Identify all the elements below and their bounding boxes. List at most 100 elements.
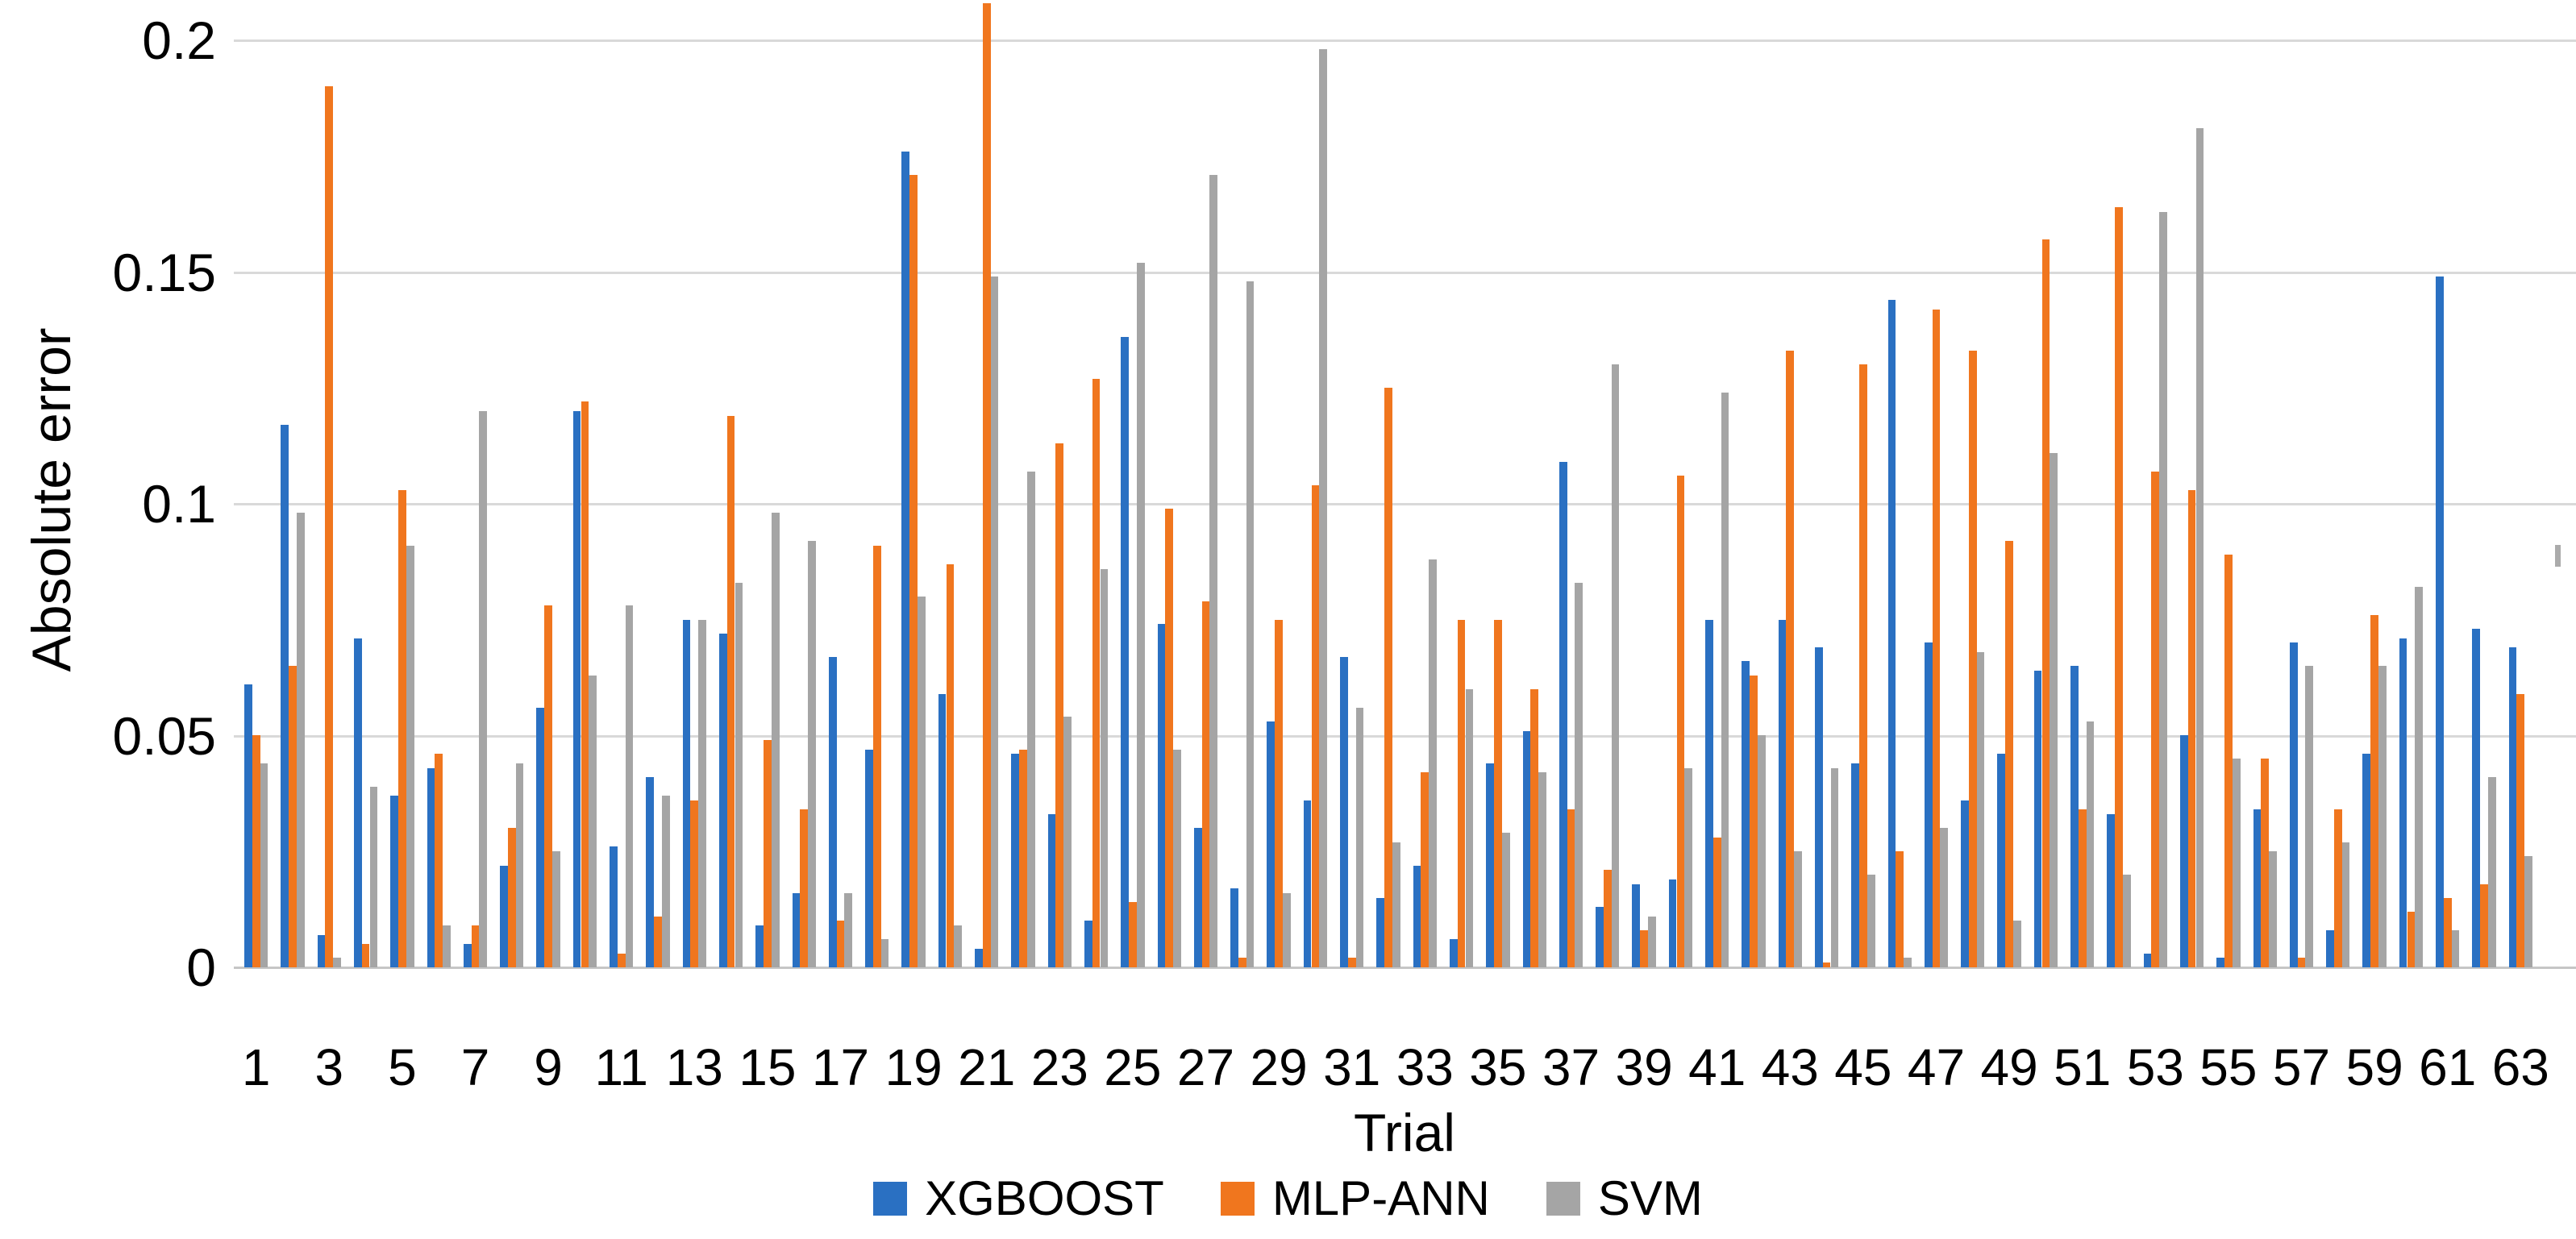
- bar-mlp-ann-trial-54: [2187, 490, 2196, 967]
- x-tick-label-1: 1: [241, 1038, 271, 1096]
- bar-xgboost-trial-42: [1742, 661, 1750, 967]
- bar-mlp-ann-trial-25: [1129, 902, 1137, 967]
- bar-mlp-ann-trial-36: [1530, 689, 1539, 967]
- bar-xgboost-trial-13: [682, 620, 691, 967]
- bar-xgboost-trial-55: [2216, 958, 2224, 967]
- bar-svm-trial-49: [2013, 921, 2021, 967]
- bar-svm-trial-52: [2122, 875, 2131, 967]
- bar-svm-trial-43: [1794, 851, 1802, 967]
- bar-xgboost-trial-2: [281, 425, 289, 967]
- bar-svm-trial-20: [954, 925, 963, 967]
- bar-svm-trial-40: [1684, 768, 1693, 967]
- x-tick-label-37: 37: [1542, 1038, 1600, 1096]
- legend-swatch-xgboost-icon: [873, 1181, 908, 1216]
- bar-mlp-ann-trial-61: [2443, 898, 2452, 967]
- x-tick-label-17: 17: [811, 1038, 870, 1096]
- x-tick-label-39: 39: [1615, 1038, 1673, 1096]
- bar-mlp-ann-trial-30: [1311, 485, 1320, 967]
- bar-svm-trial-18: [880, 939, 889, 967]
- bar-xgboost-trial-63: [2508, 647, 2517, 967]
- legend-label-xgboost: XGBOOST: [925, 1171, 1164, 1225]
- bar-xgboost-trial-18: [865, 750, 873, 967]
- bar-svm-trial-6: [443, 925, 451, 967]
- x-tick-label-15: 15: [739, 1038, 797, 1096]
- bar-xgboost-trial-47: [1924, 642, 1933, 967]
- bar-mlp-ann-trial-9: [544, 605, 552, 967]
- bar-mlp-ann-trial-50: [2041, 239, 2050, 967]
- bar-svm-trial-56: [2269, 851, 2277, 967]
- bar-svm-trial-42: [1757, 735, 1766, 967]
- bar-mlp-ann-trial-49: [2005, 541, 2013, 967]
- bar-mlp-ann-trial-38: [1603, 870, 1612, 967]
- bar-svm-trial-17: [844, 893, 853, 967]
- bar-mlp-ann-trial-5: [398, 490, 406, 967]
- bar-mlp-ann-trial-22: [1019, 750, 1027, 967]
- bar-mlp-ann-trial-28: [1238, 958, 1246, 967]
- bar-svm-trial-8: [515, 763, 524, 967]
- bar-svm-trial-33: [1429, 559, 1437, 967]
- bar-svm-trial-31: [1355, 708, 1364, 967]
- bar-mlp-ann-trial-17: [836, 921, 845, 967]
- bar-mlp-ann-trial-58: [2333, 809, 2342, 967]
- legend-item-mlp-ann: MLP-ANN: [1220, 1170, 1490, 1226]
- x-tick-label-33: 33: [1396, 1038, 1454, 1096]
- bar-xgboost-trial-46: [1887, 300, 1896, 967]
- bar-xgboost-trial-27: [1193, 828, 1202, 967]
- bar-mlp-ann-trial-63: [2516, 694, 2525, 967]
- x-tick-label-13: 13: [665, 1038, 723, 1096]
- bar-svm-trial-36: [1538, 772, 1546, 967]
- bar-xgboost-trial-38: [1596, 907, 1604, 967]
- bar-svm-trial-5: [406, 546, 414, 967]
- x-tick-label-21: 21: [958, 1038, 1016, 1096]
- bar-xgboost-trial-61: [2436, 276, 2444, 967]
- bar-mlp-ann-trial-42: [1750, 676, 1758, 967]
- bar-xgboost-trial-51: [2070, 666, 2079, 967]
- bar-mlp-ann-trial-56: [2261, 759, 2270, 967]
- x-tick-label-25: 25: [1104, 1038, 1162, 1096]
- bar-mlp-ann-trial-7: [471, 925, 480, 967]
- bar-mlp-ann-trial-8: [507, 828, 516, 967]
- x-tick-label-29: 29: [1250, 1038, 1308, 1096]
- bar-xgboost-trial-20: [938, 694, 947, 967]
- bar-xgboost-trial-49: [1997, 754, 2006, 967]
- bar-xgboost-trial-39: [1632, 884, 1641, 967]
- bar-svm-trial-16: [808, 541, 816, 967]
- bar-mlp-ann-trial-26: [1165, 509, 1174, 967]
- bar-mlp-ann-trial-32: [1384, 388, 1392, 967]
- x-tick-label-31: 31: [1323, 1038, 1381, 1096]
- bar-mlp-ann-trial-13: [690, 800, 699, 967]
- bar-svm-trial-60: [2415, 587, 2424, 967]
- bar-xgboost-trial-52: [2107, 814, 2116, 967]
- x-tick-label-27: 27: [1176, 1038, 1235, 1096]
- bar-mlp-ann-trial-37: [1567, 809, 1575, 967]
- x-tick-label-19: 19: [884, 1038, 943, 1096]
- x-tick-label-11: 11: [594, 1038, 648, 1096]
- bar-xgboost-trial-43: [1778, 620, 1787, 967]
- legend-label-mlp-ann: MLP-ANN: [1271, 1171, 1490, 1225]
- bar-mlp-ann-trial-59: [2370, 615, 2378, 967]
- bar-mlp-ann-trial-46: [1896, 851, 1904, 967]
- x-tick-label-49: 49: [1980, 1038, 2038, 1096]
- bar-svm-trial-59: [2378, 666, 2387, 967]
- bar-mlp-ann-trial-47: [1932, 310, 1941, 967]
- gridline: [234, 271, 2576, 274]
- bar-xgboost-trial-26: [1157, 624, 1166, 967]
- bar-svm-trial-46: [1904, 958, 1912, 967]
- bar-mlp-ann-trial-29: [1275, 620, 1283, 967]
- x-axis-line: [234, 967, 2576, 969]
- y-tick-label: 0: [186, 938, 216, 997]
- bar-mlp-ann-trial-27: [1201, 601, 1210, 967]
- bar-xgboost-trial-1: [244, 684, 252, 967]
- bar-xgboost-trial-14: [718, 634, 727, 967]
- x-tick-label-41: 41: [1688, 1038, 1746, 1096]
- x-tick-label-7: 7: [460, 1038, 490, 1096]
- bar-mlp-ann-trial-45: [1859, 364, 1867, 967]
- legend-label-svm: SVM: [1597, 1171, 1703, 1225]
- x-axis-title: Trial: [1354, 1103, 1455, 1162]
- x-tick-label-23: 23: [1030, 1038, 1088, 1096]
- bar-xgboost-trial-15: [755, 925, 764, 967]
- bar-mlp-ann-trial-34: [1457, 620, 1466, 967]
- bar-xgboost-trial-56: [2253, 809, 2262, 967]
- bar-svm-trial-44: [1830, 768, 1839, 967]
